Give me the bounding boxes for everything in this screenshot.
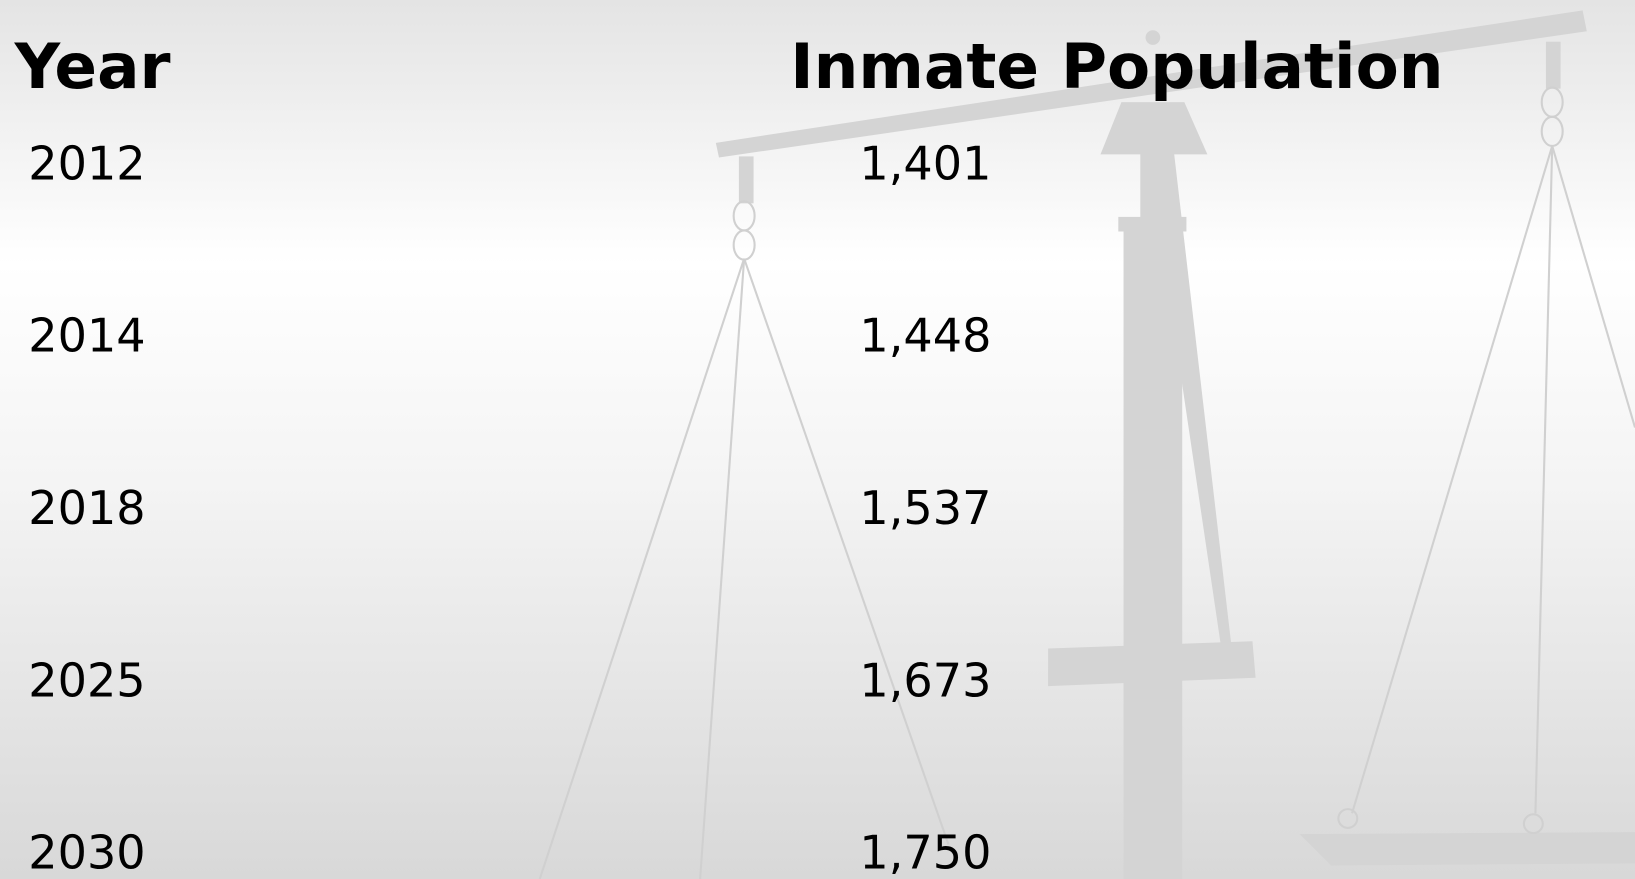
table-cell: 1,537 — [859, 481, 991, 535]
table-cell: 2014 — [28, 309, 145, 363]
table-cell: 1,401 — [859, 136, 991, 190]
table-cell: 1,448 — [859, 309, 991, 363]
table-cell: 2030 — [28, 826, 145, 879]
scales-chains — [538, 86, 1635, 879]
scales-illustration — [715, 10, 1635, 879]
table-cell: 2025 — [28, 653, 145, 707]
header-cell: Year — [14, 30, 171, 103]
table-cell: 2012 — [28, 136, 145, 190]
table-cell: 2018 — [28, 481, 145, 535]
table-cell: 1,750 — [859, 826, 991, 879]
table-cell: 1,673 — [859, 653, 991, 707]
table: Year Inmate Population 2012 1,401 2014 1,44… — [14, 30, 1444, 879]
header-cell: Inmate Population — [790, 30, 1443, 103]
